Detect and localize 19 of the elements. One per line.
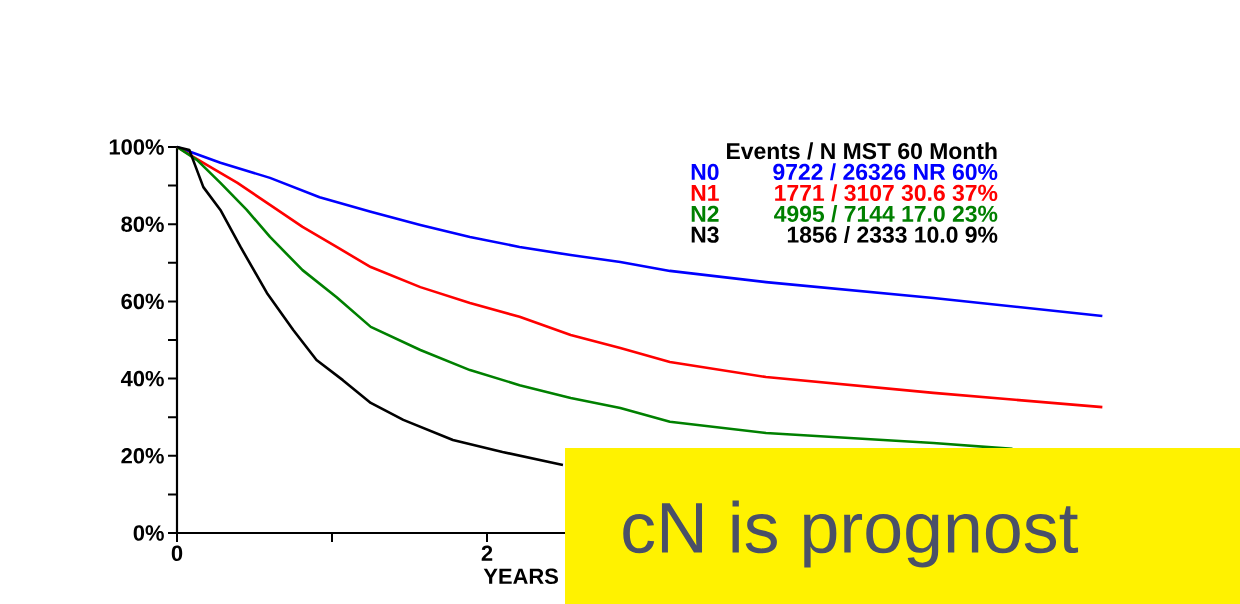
annotation: 9722 / 26326 NR 60% (773, 163, 998, 181)
y-tick-label: 60% (121, 293, 164, 310)
annotation: 1856 / 2333 10.0 9% (787, 226, 998, 244)
y-tick-label: 40% (120, 370, 164, 387)
annotation: cN is prognost (623, 500, 1079, 568)
text: N2 (691, 205, 719, 222)
annotation: Events / N MST 60 Month (727, 142, 997, 160)
x-tick-label: 2 (481, 545, 493, 561)
text: N0 (691, 163, 719, 181)
x-axis-title: YEARS (483, 568, 558, 585)
annotation: 1771 / 3107 30.6 37% (775, 184, 998, 202)
text: N1 (691, 185, 719, 201)
y-tick-label: 80% (121, 216, 164, 232)
text: N3 (691, 226, 719, 243)
y-tick-label: 100% (109, 139, 164, 155)
y-tick-label: 20% (121, 448, 164, 464)
x-tick-label: 0 (171, 545, 183, 562)
y-tick-label: 0% (133, 525, 164, 541)
annotation: 4995 / 7144 17.0 23% (774, 205, 998, 223)
